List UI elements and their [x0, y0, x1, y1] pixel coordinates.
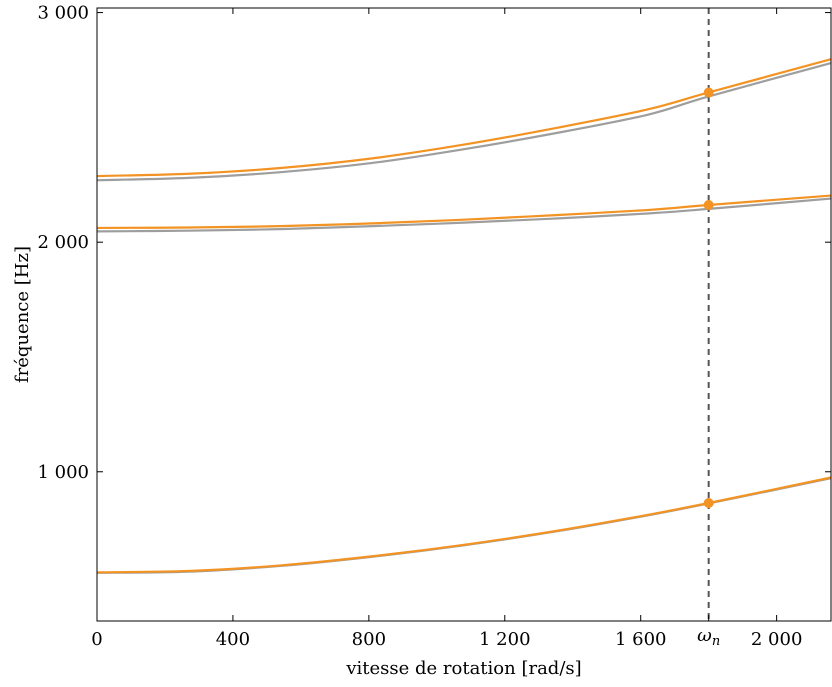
x-tick-label: 800: [352, 629, 386, 650]
y-tick-label: 2 000: [37, 232, 89, 253]
x-tick-label: 1 200: [479, 629, 531, 650]
plot-frame: [96, 7, 832, 622]
omega-symbol: ω: [697, 625, 712, 646]
x-tick-label: 2 000: [751, 629, 803, 650]
omega-subscript: n: [712, 634, 720, 649]
y-tick-label: 1 000: [37, 462, 89, 483]
points-layer: [703, 87, 714, 508]
y-axis-label: fréquence [Hz]: [12, 246, 33, 383]
series-layer: [96, 58, 832, 574]
y-axis-ticks: 1 000 2 000 3 000: [37, 3, 831, 483]
x-tick-label: 400: [216, 629, 250, 650]
series-line-4: [96, 194, 832, 230]
intersection-point-1: [703, 497, 714, 508]
series-line-3: [96, 197, 832, 233]
omega-n-label: ωn: [697, 625, 720, 649]
intersection-point-3: [703, 87, 714, 98]
series-line-5: [96, 62, 832, 182]
y-tick-label: 3 000: [37, 3, 89, 24]
x-tick-label: 1 600: [615, 629, 667, 650]
intersection-point-2: [703, 199, 714, 210]
series-line-1: [96, 477, 832, 574]
x-axis-ticks: 0 400 800 1 200 1 600 2 000: [91, 8, 802, 650]
series-line-6: [96, 58, 832, 178]
x-axis-label: vitesse de rotation [rad/s]: [345, 658, 581, 679]
x-tick-label: 0: [91, 629, 102, 650]
series-line-2: [96, 476, 832, 574]
